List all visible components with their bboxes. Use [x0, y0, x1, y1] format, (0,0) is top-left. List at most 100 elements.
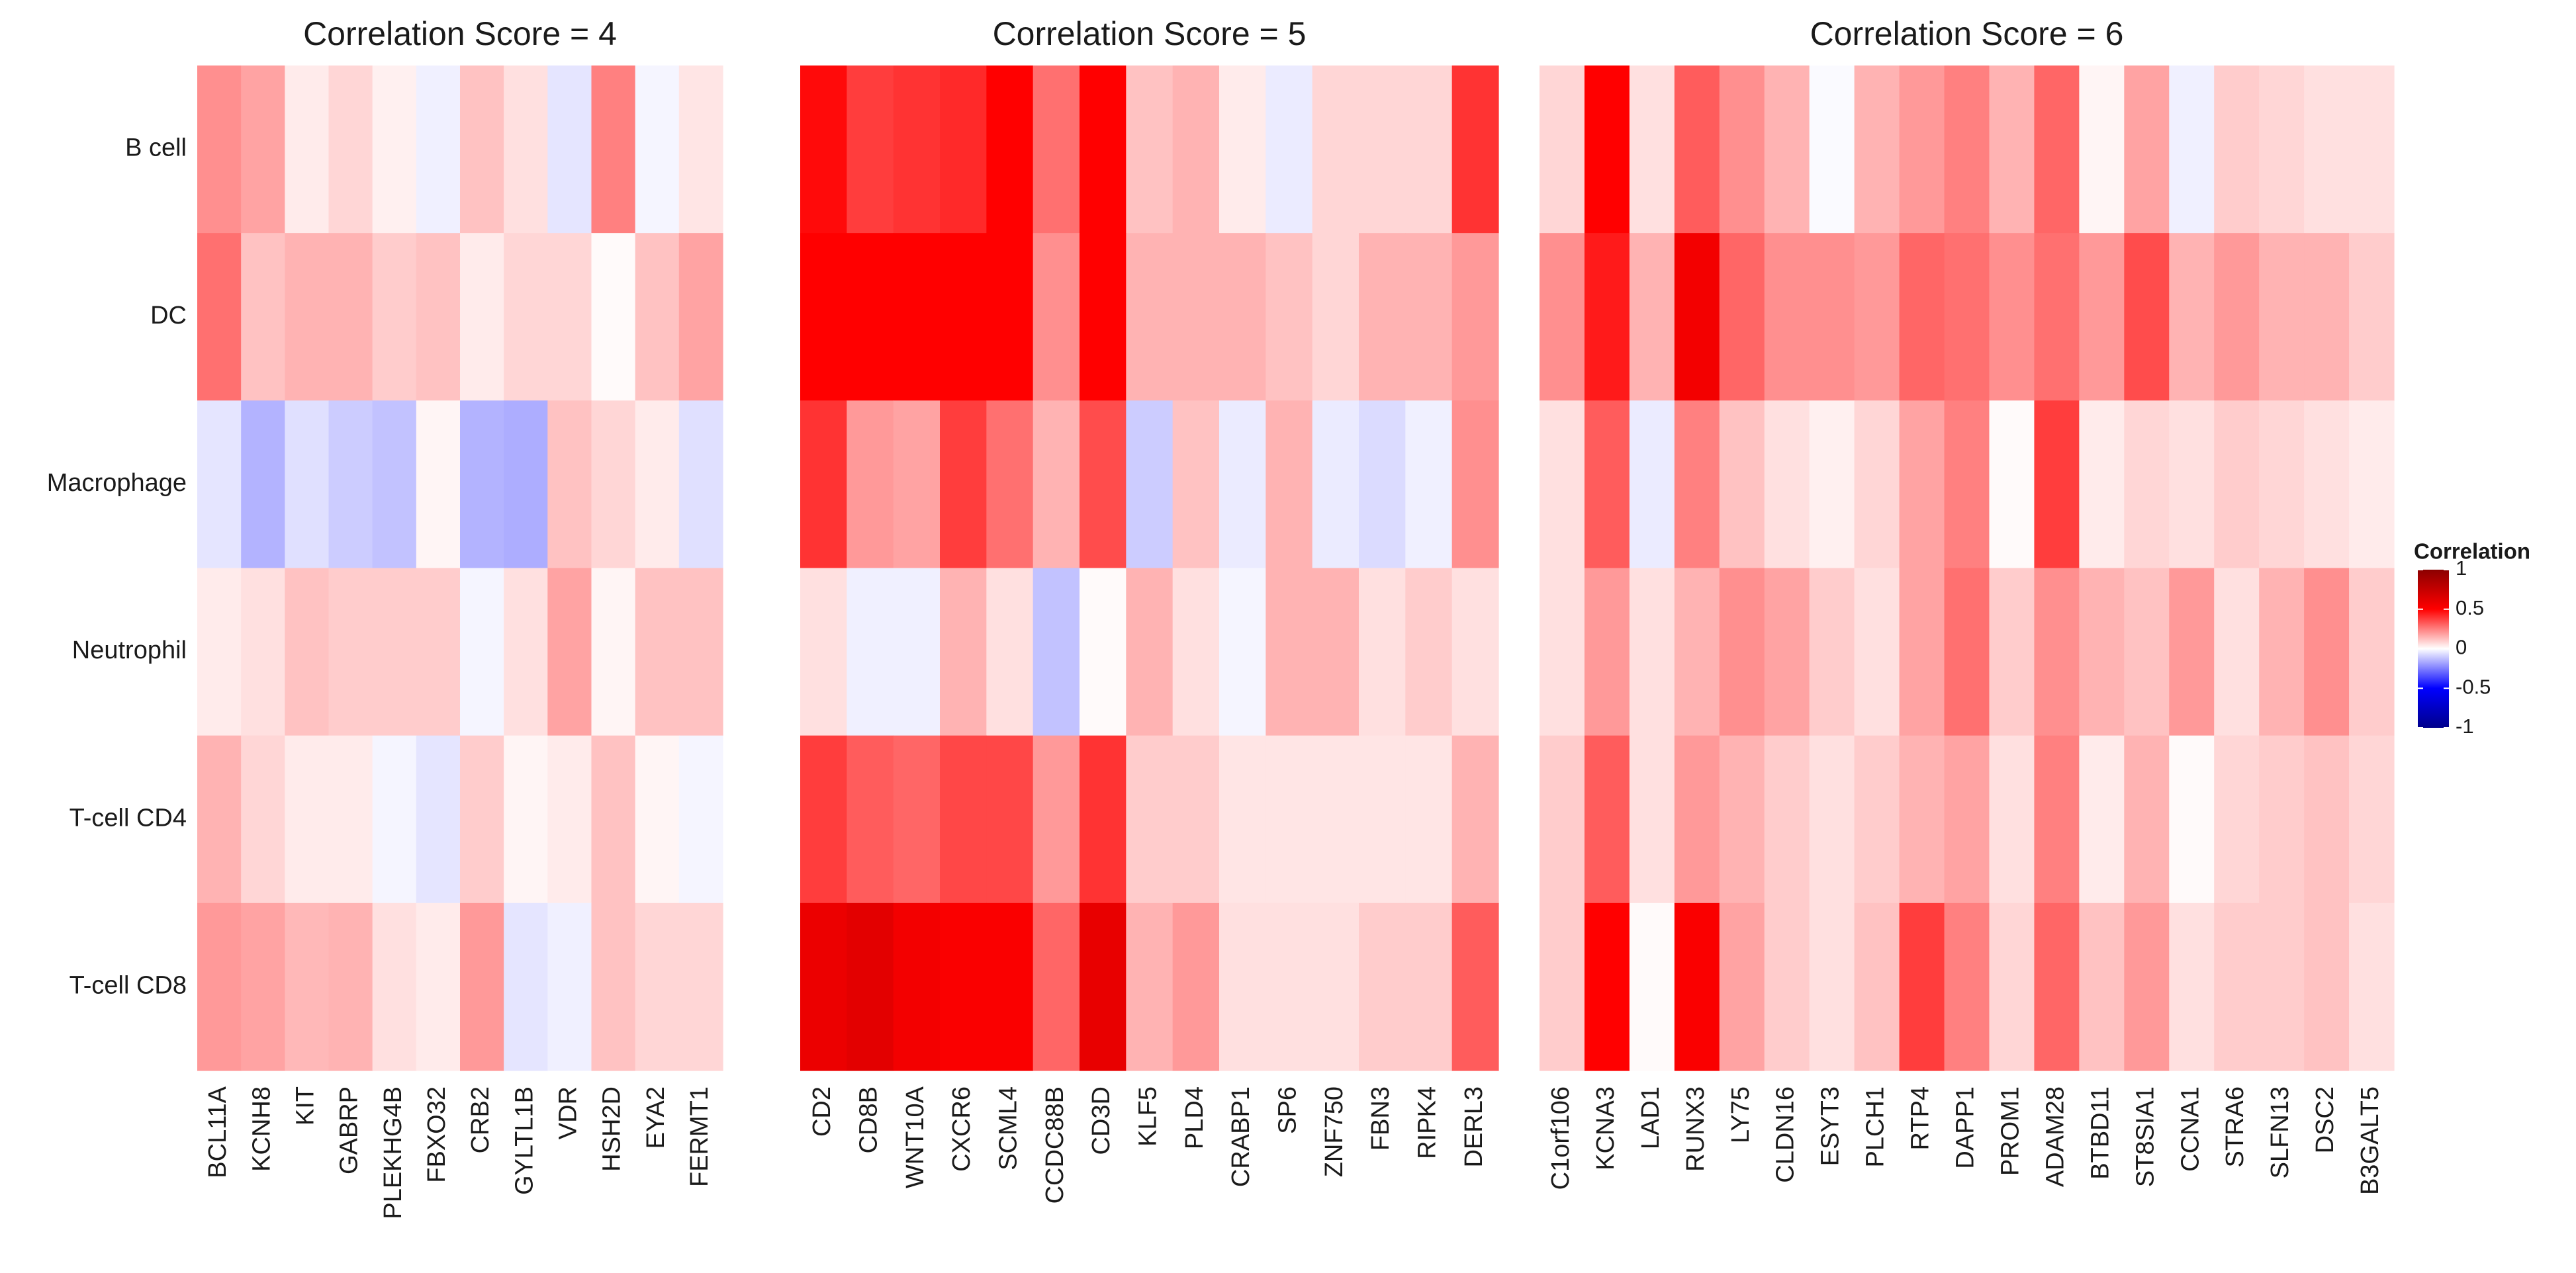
- heatmap-cell: [1944, 400, 1990, 569]
- heatmap-cell: [893, 902, 941, 1071]
- heatmap-cell: [986, 902, 1034, 1071]
- heatmap-cell: [416, 400, 461, 569]
- heatmap-cell: [1172, 902, 1220, 1071]
- heatmap-cell: [372, 66, 417, 234]
- x-tick-label: RUNX3: [1682, 1086, 1710, 1172]
- heatmap-cell: [328, 902, 373, 1071]
- x-tick-label: DAPP1: [1952, 1086, 1980, 1169]
- heatmap-cell: [1312, 568, 1359, 736]
- heatmap-cell: [460, 66, 504, 234]
- heatmap-cell: [1989, 902, 2035, 1071]
- heatmap-cell: [328, 233, 373, 401]
- heatmap-cell: [1172, 400, 1220, 569]
- heatmap-cell: [2124, 735, 2170, 904]
- heatmap-cell: [940, 400, 987, 569]
- heatmap-cell: [1899, 400, 1945, 569]
- heatmap-cell: [328, 400, 373, 569]
- colorbar-tick-label: 0.5: [2456, 596, 2484, 619]
- heatmap-cell: [328, 568, 373, 736]
- heatmap-cell: [2169, 902, 2215, 1071]
- legend-title: Correlation: [2414, 539, 2530, 564]
- heatmap-cell: [1265, 568, 1313, 736]
- heatmap-cell: [940, 902, 987, 1071]
- heatmap-cell: [460, 902, 504, 1071]
- heatmap-cell: [2259, 400, 2305, 569]
- heatmap-cell: [1764, 400, 1810, 569]
- colorbar-tick-label: -1: [2456, 715, 2474, 738]
- heatmap-cell: [285, 568, 330, 736]
- heatmap-cell: [2034, 66, 2080, 234]
- heatmap-cell: [2349, 902, 2395, 1071]
- heatmap-cell: [1312, 66, 1359, 234]
- heatmap-cell: [986, 568, 1034, 736]
- heatmap-cell: [1584, 233, 1630, 401]
- heatmap-cell: [2034, 400, 2080, 569]
- x-tick-label: VDR: [554, 1086, 582, 1139]
- heatmap-cell: [1540, 902, 1585, 1071]
- panel-title: Correlation Score = 6: [1810, 15, 2124, 52]
- heatmap-cell: [547, 400, 592, 569]
- row-label: T-cell CD4: [69, 804, 187, 832]
- heatmap-cell: [1719, 568, 1765, 736]
- heatmap-cell: [1674, 568, 1720, 736]
- heatmap-cell: [416, 902, 461, 1071]
- heatmap-cell: [1989, 400, 2035, 569]
- heatmap-cell: [2034, 735, 2080, 904]
- heatmap-cell: [372, 400, 417, 569]
- heatmap-cell: [197, 400, 242, 569]
- x-tick-label: SP6: [1274, 1086, 1302, 1134]
- heatmap-cell: [1033, 568, 1080, 736]
- x-tick-label: GYLTL1B: [510, 1086, 538, 1195]
- heatmap-cell: [800, 568, 847, 736]
- heatmap-cell: [800, 66, 847, 234]
- x-tick-label: FBXO32: [423, 1086, 451, 1183]
- heatmap-cell: [197, 568, 242, 736]
- heatmap-cell: [416, 568, 461, 736]
- heatmap-cell: [1629, 66, 1675, 234]
- heatmap-cell: [1899, 568, 1945, 736]
- heatmap-cell: [2214, 400, 2260, 569]
- heatmap-cell: [2079, 233, 2125, 401]
- heatmap-cell: [1451, 902, 1499, 1071]
- heatmap-cell: [2304, 735, 2350, 904]
- x-tick-label: SLFN13: [2266, 1086, 2294, 1178]
- heatmap-cell: [2349, 400, 2395, 569]
- heatmap-cell: [241, 735, 285, 904]
- heatmap-cell: [1080, 902, 1127, 1071]
- heatmap-cell: [1629, 233, 1675, 401]
- heatmap-cell: [1854, 735, 1900, 904]
- heatmap-cell: [986, 735, 1034, 904]
- heatmap-cell: [1540, 568, 1585, 736]
- heatmap-cell: [678, 902, 723, 1071]
- heatmap-cell: [1405, 568, 1453, 736]
- heatmap-cell: [2214, 66, 2260, 234]
- heatmap-cell: [800, 902, 847, 1071]
- heatmap-cell: [416, 735, 461, 904]
- heatmap-cell: [1899, 66, 1945, 234]
- heatmap-cell: [847, 735, 894, 904]
- heatmap-cell: [1451, 400, 1499, 569]
- heatmap-cell: [1219, 902, 1266, 1071]
- heatmap-cell: [591, 233, 636, 401]
- heatmap-cell: [547, 66, 592, 234]
- heatmap-cell: [1033, 400, 1080, 569]
- heatmap-cell: [1451, 66, 1499, 234]
- heatmap-cell: [1809, 233, 1855, 401]
- heatmap-cell: [2079, 735, 2125, 904]
- heatmap-cell: [1584, 735, 1630, 904]
- x-tick-label: HSH2D: [598, 1086, 626, 1172]
- heatmap-cell: [847, 233, 894, 401]
- heatmap-cell: [241, 902, 285, 1071]
- heatmap-cell: [1764, 735, 1810, 904]
- heatmap-cell: [800, 233, 847, 401]
- heatmap-cell: [2124, 400, 2170, 569]
- heatmap-cell: [2259, 66, 2305, 234]
- heatmap-cell: [1172, 233, 1220, 401]
- heatmap-cell: [591, 400, 636, 569]
- heatmap-cell: [2349, 233, 2395, 401]
- heatmap-cell: [1219, 400, 1266, 569]
- heatmap-cell: [547, 902, 592, 1071]
- heatmap-cell: [1359, 233, 1406, 401]
- row-label: DC: [150, 302, 187, 329]
